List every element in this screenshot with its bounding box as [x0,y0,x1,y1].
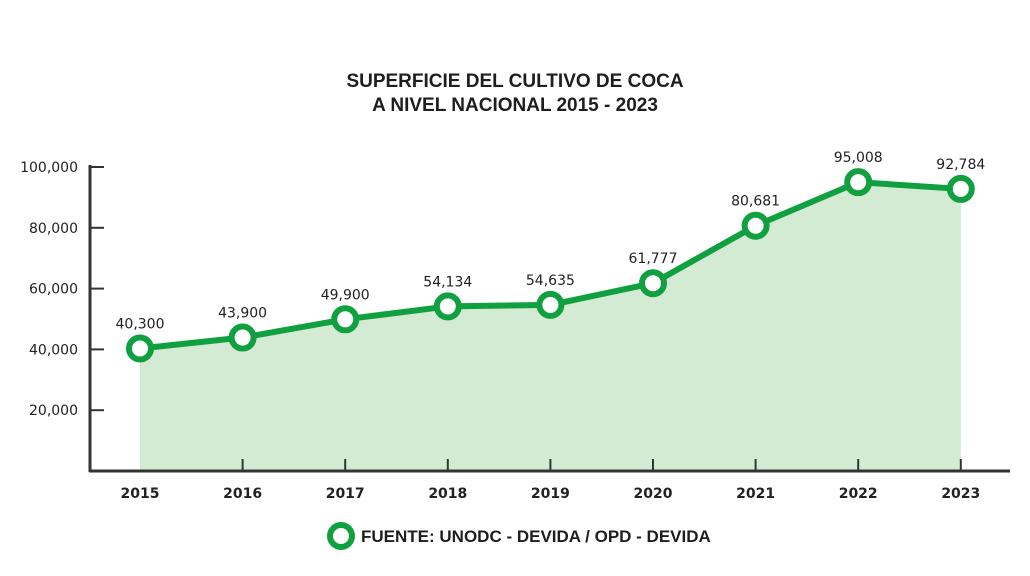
x-tick-label: 2023 [941,486,980,502]
data-point-marker [639,269,667,298]
y-tick-label: 20,000 [29,403,78,419]
data-point-marker [126,334,154,363]
legend-label: FUENTE: UNODC - DEVIDA / OPD - DEVIDA [361,527,711,546]
y-tick-label: 40,000 [29,342,78,358]
x-tick-label: 2021 [736,486,775,502]
data-label: 61,777 [629,251,678,267]
x-tick-label: 2017 [326,486,365,502]
data-label: 49,900 [321,287,370,303]
x-tick-label: 2015 [121,486,160,502]
chart-title-line-2: A NIVEL NACIONAL 2015 - 2023 [372,95,658,116]
y-tick-label: 100,000 [20,160,78,176]
x-tick-label: 2019 [531,486,570,502]
x-tick-label: 2018 [428,486,467,502]
data-label: 40,300 [116,316,165,332]
data-label: 95,008 [834,150,883,166]
data-label: 54,134 [423,274,472,290]
x-tick-label: 2016 [223,486,262,502]
data-point-marker [844,168,873,197]
legend-marker-icon [327,522,355,550]
data-label: 54,635 [526,273,575,289]
data-label: 92,784 [936,157,985,173]
data-label: 43,900 [218,306,267,322]
data-point-marker [433,292,462,321]
data-label: 80,681 [731,194,780,210]
x-tick-label: 2020 [634,486,673,502]
data-point-marker [536,290,565,319]
plot-area: 20,000 40,000 60,000 80,000 100,000 2015 2016 2… [20,150,1010,502]
chart-title-line-1: SUPERFICIE DEL CULTIVO DE COCA [346,71,683,92]
x-tick-label: 2022 [839,486,878,502]
data-point-marker [331,305,360,334]
area-fill [140,182,961,472]
data-point-marker [228,323,257,352]
y-tick-label: 80,000 [29,221,78,237]
y-tick-label: 60,000 [29,282,78,298]
data-point-marker [741,211,770,240]
legend: FUENTE: UNODC - DEVIDA / OPD - DEVIDA [327,522,711,550]
data-point-marker [946,174,975,203]
